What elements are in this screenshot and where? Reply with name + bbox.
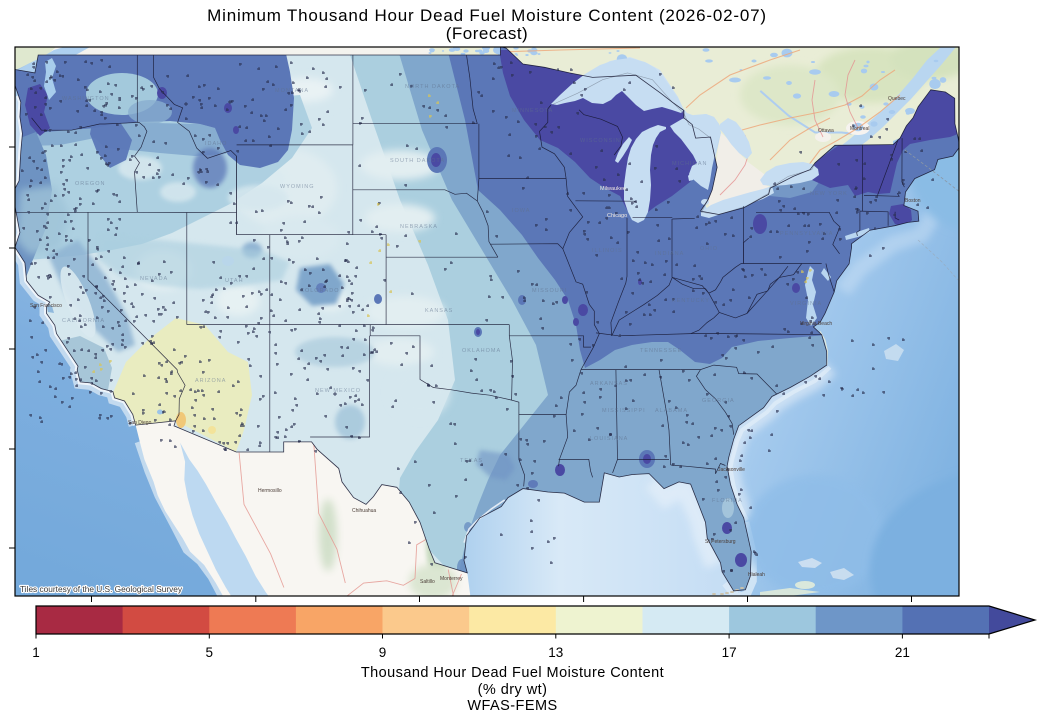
- svg-text:CALIFORNIA: CALIFORNIA: [62, 318, 105, 324]
- svg-text:NEVADA: NEVADA: [140, 276, 168, 282]
- svg-text:Hermosillo: Hermosillo: [258, 488, 282, 494]
- svg-text:Ottawa: Ottawa: [818, 128, 834, 134]
- svg-text:Minimum Thousand Hour Dead Fue: Minimum Thousand Hour Dead Fuel Moisture…: [207, 6, 767, 25]
- svg-text:Monterrey: Monterrey: [440, 576, 463, 582]
- svg-text:TEXAS: TEXAS: [460, 458, 483, 464]
- svg-text:21: 21: [895, 645, 910, 660]
- svg-text:MICHIGAN: MICHIGAN: [672, 161, 708, 167]
- svg-text:ARIZONA: ARIZONA: [195, 378, 226, 384]
- svg-text:OHIO: OHIO: [700, 246, 718, 252]
- svg-text:MISSOURI: MISSOURI: [532, 288, 567, 294]
- svg-text:GEORGIA: GEORGIA: [702, 398, 735, 404]
- svg-text:Tiles courtesy of the U.S. Geo: Tiles courtesy of the U.S. Geological Su…: [20, 584, 183, 594]
- svg-text:MONTANA: MONTANA: [275, 88, 309, 94]
- svg-text:MINNESOTA: MINNESOTA: [512, 108, 553, 114]
- svg-text:Quebec: Quebec: [888, 96, 906, 102]
- svg-text:ARKANSAS: ARKANSAS: [590, 381, 628, 387]
- svg-text:NEW MEXICO: NEW MEXICO: [315, 388, 361, 394]
- svg-text:5: 5: [206, 645, 214, 660]
- svg-text:17: 17: [722, 645, 737, 660]
- svg-text:MISSISSIPPI: MISSISSIPPI: [602, 408, 646, 414]
- svg-text:INDIANA: INDIANA: [655, 251, 684, 257]
- svg-text:SOUTH DAKOTA: SOUTH DAKOTA: [390, 158, 445, 164]
- svg-text:TENNESSEE: TENNESSEE: [640, 348, 682, 354]
- svg-text:St Petersburg: St Petersburg: [705, 539, 736, 545]
- svg-text:(% dry wt): (% dry wt): [478, 682, 548, 698]
- svg-text:FLORIDA: FLORIDA: [712, 498, 743, 504]
- svg-text:Boston: Boston: [905, 198, 921, 204]
- svg-text:WYOMING: WYOMING: [280, 184, 315, 190]
- svg-text:WFAS-FEMS: WFAS-FEMS: [467, 698, 557, 714]
- svg-text:Thousand Hour Dead Fuel Moistu: Thousand Hour Dead Fuel Moisture Content: [361, 665, 664, 681]
- svg-text:NEW YORK: NEW YORK: [810, 191, 848, 197]
- svg-text:COLORADO: COLORADO: [300, 288, 339, 294]
- svg-text:Virginia Beach: Virginia Beach: [800, 321, 832, 327]
- svg-text:(Forecast): (Forecast): [446, 24, 528, 43]
- svg-text:San Francisco: San Francisco: [30, 303, 62, 309]
- svg-text:San Diego: San Diego: [128, 420, 152, 426]
- svg-text:Chihuahua: Chihuahua: [352, 508, 376, 514]
- svg-text:IDAHO: IDAHO: [205, 141, 227, 147]
- svg-text:NEBRASKA: NEBRASKA: [400, 224, 438, 230]
- svg-text:PENNSYLVANIA: PENNSYLVANIA: [780, 231, 833, 237]
- svg-text:UTAH: UTAH: [225, 278, 244, 284]
- svg-text:Saltillo: Saltillo: [420, 579, 435, 585]
- svg-text:OKLAHOMA: OKLAHOMA: [462, 348, 501, 354]
- svg-text:KANSAS: KANSAS: [425, 308, 453, 314]
- svg-text:VIRGINIA: VIRGINIA: [790, 301, 822, 307]
- svg-text:LOUISIANA: LOUISIANA: [590, 436, 628, 442]
- svg-text:OREGON: OREGON: [75, 181, 105, 187]
- svg-text:1: 1: [32, 645, 40, 660]
- svg-text:Hialeah: Hialeah: [748, 572, 765, 578]
- svg-text:WISCONSIN: WISCONSIN: [580, 138, 621, 144]
- svg-text:9: 9: [379, 645, 387, 660]
- svg-text:WASHINGTON: WASHINGTON: [62, 96, 110, 102]
- svg-text:ALABAMA: ALABAMA: [655, 408, 688, 414]
- svg-text:Jacksonville: Jacksonville: [718, 467, 745, 473]
- svg-text:ILLINOIS: ILLINOIS: [592, 248, 623, 254]
- svg-text:Chicago: Chicago: [607, 213, 627, 219]
- svg-text:KENTUCKY: KENTUCKY: [672, 298, 710, 304]
- svg-text:13: 13: [548, 645, 563, 660]
- svg-text:NORTH DAKOTA: NORTH DAKOTA: [405, 84, 460, 90]
- svg-text:Milwaukee: Milwaukee: [600, 186, 626, 192]
- svg-text:IOWA: IOWA: [512, 208, 530, 214]
- svg-text:Montreal: Montreal: [850, 126, 869, 132]
